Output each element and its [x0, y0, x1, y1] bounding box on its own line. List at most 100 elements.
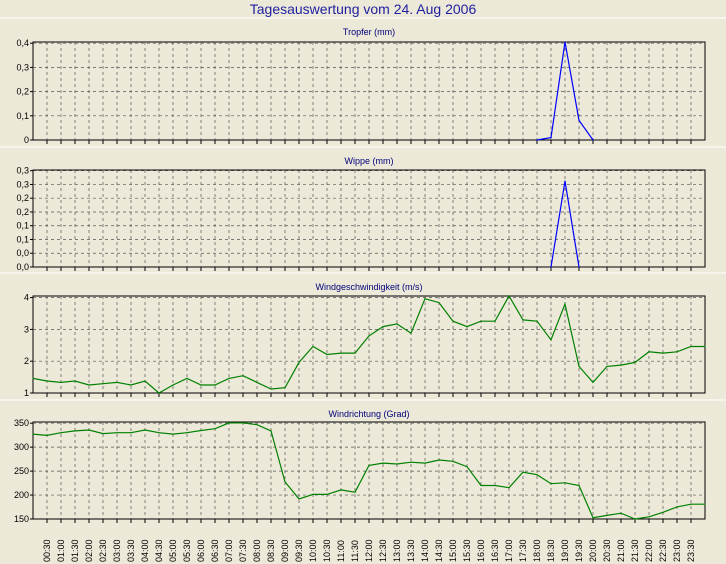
- panel-3-data-point: [116, 381, 118, 383]
- panel-1-data-point: [564, 41, 566, 43]
- panel-3-data-point: [396, 323, 398, 325]
- panel-4-data-point: [494, 484, 496, 487]
- x-axis-time-label: 15:00: [448, 539, 458, 562]
- page-title: Tagesauswertung vom 24. Aug 2006: [249, 1, 477, 17]
- panel-1-title: Tropfer (mm): [343, 27, 395, 37]
- panel-4-data-point: [438, 459, 440, 461]
- panel-1-data-point: [536, 139, 538, 141]
- panel-4-data-point: [522, 471, 524, 473]
- panel-4-data-point: [340, 489, 342, 491]
- panel-4-data-point: [312, 493, 314, 495]
- panel-3-ytick-label: 4: [24, 293, 29, 303]
- panel-4-data-point: [690, 503, 692, 505]
- panel-3-data-point: [564, 303, 566, 305]
- x-axis-time-label: 12:00: [364, 539, 374, 562]
- panel-3-ytick-label: 1: [24, 388, 29, 398]
- panel-1-data-point: [550, 137, 552, 139]
- panel-3-data-point: [172, 384, 174, 386]
- panel-3-data-point: [228, 377, 230, 379]
- x-axis-time-label: 22:30: [658, 539, 668, 562]
- panel-4-data-point: [550, 483, 552, 485]
- panel-3-data-point: [424, 298, 426, 300]
- panel-4-data-point: [676, 506, 678, 508]
- panel-3-data-point: [242, 375, 244, 377]
- panel-4-ytick-label: 200: [14, 490, 29, 500]
- panel-3-data-point: [634, 361, 636, 363]
- x-axis-time-label: 10:30: [322, 539, 332, 562]
- panel-4-data-point: [354, 491, 356, 493]
- x-axis-time-label: 02:30: [98, 539, 108, 562]
- panel-2-ytick-label: 0,0: [16, 248, 29, 258]
- panel-4-data-point: [396, 463, 398, 465]
- x-axis-time-label: 11:00: [336, 540, 346, 562]
- x-axis-time-label: 17:00: [504, 539, 514, 562]
- panel-3-data-point: [536, 320, 538, 322]
- panel-4-data-point: [578, 484, 580, 487]
- panel-1-data-point: [578, 119, 580, 121]
- panel-4-data-point: [326, 493, 328, 495]
- panel-3-data-point: [508, 295, 510, 297]
- x-axis-time-label: 10:00: [308, 539, 318, 562]
- panel-2-title: Wippe (mm): [345, 156, 394, 166]
- panel-2-ytick-label: 0,3: [16, 166, 29, 176]
- panel-1-ytick-label: 0: [24, 135, 29, 145]
- panel-1-ytick-label: 0,4: [16, 38, 29, 48]
- panel-3-data-point: [522, 319, 524, 321]
- x-axis-time-label: 07:30: [238, 539, 248, 562]
- x-axis-time-label: 21:30: [630, 539, 640, 562]
- panel-4-data-point: [172, 433, 174, 435]
- panel-1-ytick-label: 0,2: [16, 87, 29, 97]
- x-axis-time-label: 23:30: [686, 539, 696, 562]
- panel-3-data-point: [452, 320, 454, 322]
- x-axis-time-label: 13:30: [406, 539, 416, 562]
- x-axis-time-label: 12:30: [378, 539, 388, 562]
- panel-4-data-point: [32, 433, 34, 435]
- panel-4-data-point: [564, 482, 566, 484]
- panel-3-data-point: [326, 353, 328, 356]
- panel-4-data-point: [410, 461, 412, 463]
- x-axis-time-label: 05:00: [168, 539, 178, 562]
- panel-1-ytick-label: 0,1: [16, 111, 29, 121]
- panel-4-data-point: [424, 462, 426, 464]
- panel-3-data-point: [186, 377, 188, 379]
- panel-4-data-point: [214, 428, 216, 430]
- panel-4-title: Windrichtung (Grad): [328, 409, 409, 419]
- x-axis-time-label: 21:00: [616, 539, 626, 562]
- x-axis-time-label: 09:00: [280, 539, 290, 562]
- panel-2-ytick-label: 0,1: [16, 221, 29, 231]
- x-axis-time-label: 22:00: [644, 539, 654, 562]
- panel-4-data-point: [298, 498, 300, 500]
- panel-3-data-point: [466, 326, 468, 328]
- panel-4-ytick-label: 250: [14, 466, 29, 476]
- panel-2-ytick-label: 0,1: [16, 234, 29, 244]
- panel-4-ytick-label: 350: [14, 418, 29, 428]
- panel-3-data-point: [550, 339, 552, 341]
- panel-4-ytick-label: 150: [14, 514, 29, 524]
- panel-3-data-point: [368, 335, 370, 337]
- x-axis-time-label: 13:00: [392, 539, 402, 562]
- panel-3-data-point: [256, 381, 258, 383]
- x-axis-time-label: 20:00: [588, 539, 598, 562]
- panel-4-data-point: [130, 432, 132, 434]
- panel-4-data-point: [228, 422, 230, 424]
- panel-3-data-point: [340, 352, 342, 354]
- panel-3-ytick-label: 3: [24, 324, 29, 334]
- x-axis-time-label: 07:00: [224, 539, 234, 562]
- x-axis-time-label: 16:30: [490, 539, 500, 562]
- panel-4-data-point: [662, 511, 664, 513]
- panel-4-data-point: [270, 430, 272, 432]
- panel-2-ytick-label: 0,2: [16, 193, 29, 203]
- panel-3-data-point: [690, 345, 692, 348]
- x-axis-time-label: 18:30: [546, 539, 556, 562]
- x-axis-time-label: 01:30: [70, 539, 80, 562]
- panel-2-ytick-label: 0,2: [16, 207, 29, 217]
- panel-4-data-point: [648, 516, 650, 518]
- x-axis-time-label: 15:30: [462, 539, 472, 562]
- panel-3-data-point: [298, 361, 300, 363]
- panel-3-data-point: [74, 380, 76, 382]
- x-axis-time-label: 00:30: [42, 539, 52, 562]
- x-axis-time-label: 16:00: [476, 539, 486, 562]
- panel-3-data-point: [704, 345, 706, 348]
- panel-4-data-point: [620, 512, 622, 514]
- panel-1-data-point: [592, 139, 594, 141]
